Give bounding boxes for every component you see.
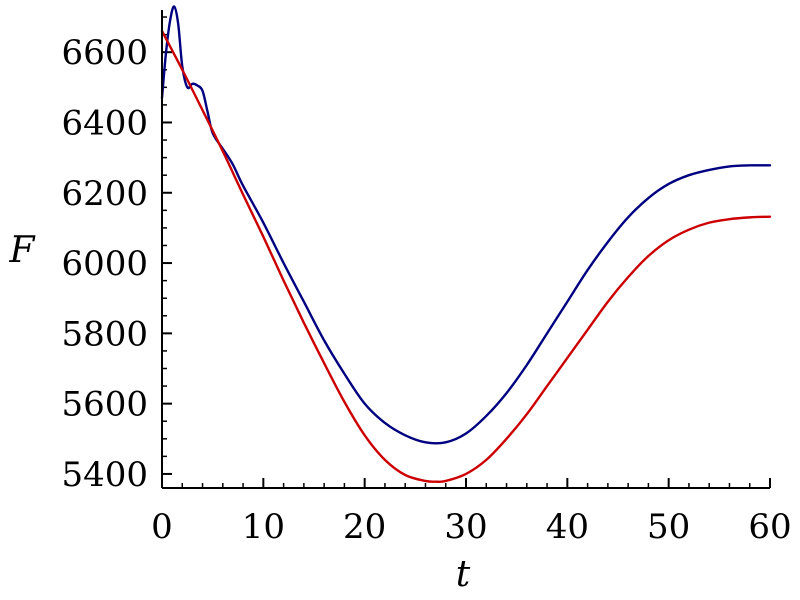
ticks-layer [161,16,771,488]
y-axis-title: F [9,230,37,271]
x-tick-label: 30 [444,507,487,547]
y-tick-label: 6000 [61,244,148,284]
x-tick-label: 20 [343,507,386,547]
y-tick-label: 6200 [61,174,148,214]
x-axis-title: t [456,554,471,595]
axes-layer [161,10,770,489]
x-tick-label: 40 [546,507,589,547]
x-tick-label: 0 [151,507,173,547]
y-tick-label: 5800 [61,314,148,354]
x-tick-label: 50 [647,507,690,547]
x-tick-label: 60 [748,507,791,547]
labels-layer: 5400 5600 5800 6000 6200 6400 6600 0 10 20 30 40 50 6… [61,33,791,547]
x-tick-label: 10 [242,507,285,547]
series-layer [160,5,772,484]
y-tick-label: 5400 [61,455,148,495]
series-line-blue [160,5,772,445]
y-tick-label: 6600 [61,33,148,73]
series-line-red [160,29,772,484]
y-tick-label: 6400 [61,103,148,143]
y-tick-label: 5600 [61,385,148,425]
